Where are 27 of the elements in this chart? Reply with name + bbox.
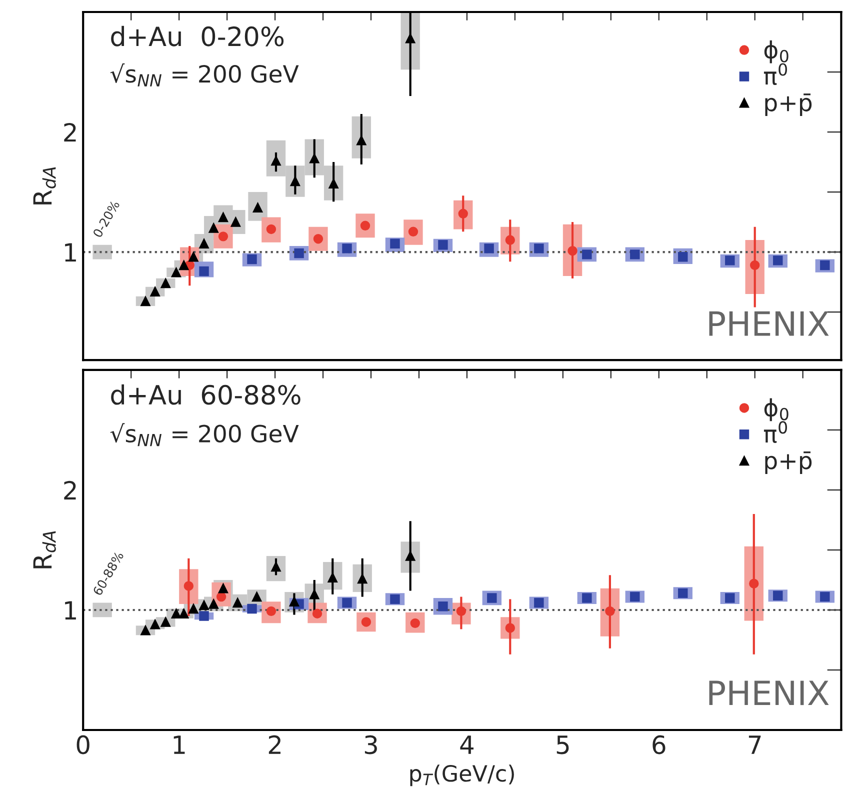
legend-label: p+p̄ xyxy=(765,94,812,116)
legend-label: π$^{0}$ xyxy=(764,63,787,85)
x-tick-label: 5 xyxy=(556,736,569,754)
legend-label: ϕ$_{0}$ xyxy=(764,398,788,422)
legend-label: ϕ$_{0}$ xyxy=(764,40,788,64)
x-tick-label: 4 xyxy=(460,736,474,754)
x-tick-label: 0 xyxy=(76,735,90,754)
y-tick-label: 2 xyxy=(64,122,76,142)
x-tick-label: 1 xyxy=(174,736,185,754)
x-tick-label: 6 xyxy=(652,735,666,754)
x-tick-label: 2 xyxy=(268,735,280,754)
text: √s$_{NN}$ = 200 GeV xyxy=(110,63,299,86)
annotation: PHENIX xyxy=(709,311,829,336)
x-tick-label: 3 xyxy=(364,735,377,754)
legend-label: p+p̄ xyxy=(765,451,812,474)
y-axis-title: R$_{dA}$ xyxy=(33,531,56,568)
y-tick-label: 1 xyxy=(65,601,76,620)
y-tick-label: 2 xyxy=(64,480,76,500)
text: √s$_{NN}$ = 200 GeV xyxy=(110,423,299,446)
chart-title: d+Au 0-20% xyxy=(111,26,284,46)
annotation: PHENIX xyxy=(709,680,829,706)
x-axis-title: p$_{T}$(GeV/c) xyxy=(410,764,514,786)
y-tick-label: 1 xyxy=(65,243,76,262)
legend-label: π$^{0}$ xyxy=(764,421,787,443)
x-tick-label: 7 xyxy=(748,736,761,754)
chart-title: d+Au 60-88% xyxy=(111,384,300,405)
y-axis-title: R$_{dA}$ xyxy=(33,167,56,204)
